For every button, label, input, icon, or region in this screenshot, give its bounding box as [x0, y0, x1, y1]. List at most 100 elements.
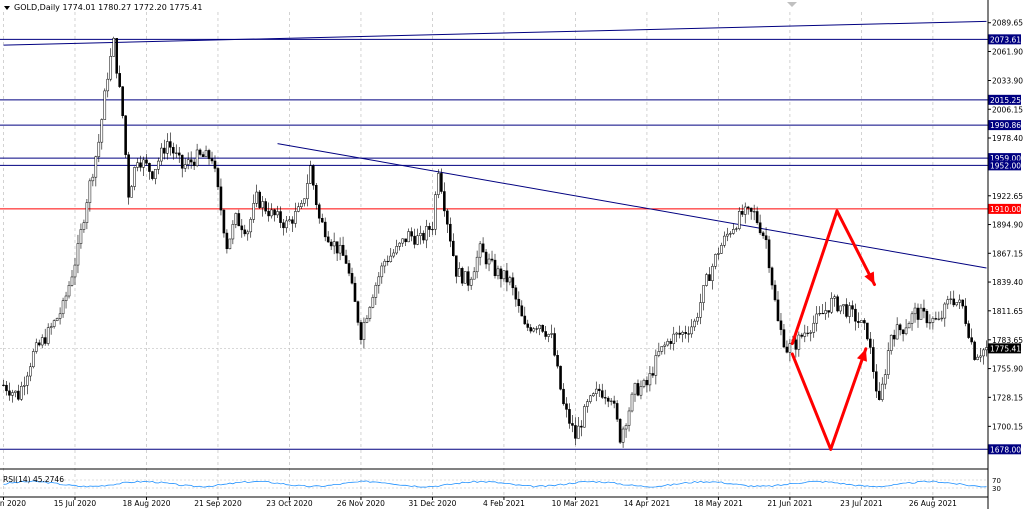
candle-body [142, 159, 145, 168]
candle-body [842, 304, 845, 307]
level-badge-label: 2015.25 [990, 96, 1021, 105]
y-tick-label: 1839.40 [992, 278, 1023, 287]
header-dropdown-icon[interactable] [4, 6, 10, 10]
candle-body [136, 162, 139, 168]
candle-body [225, 232, 229, 250]
candle-body [386, 260, 390, 263]
candle-body [154, 168, 157, 179]
candle-body [833, 296, 836, 299]
candle-body [541, 324, 544, 332]
ohlc-label: 1774.01 1780.27 1772.20 1775.41 [62, 3, 203, 12]
candle-body [481, 243, 485, 253]
candle-body [708, 274, 711, 281]
candle-body [454, 255, 458, 277]
chart-header: GOLD,Daily 1774.01 1780.27 1772.20 1775.… [14, 3, 202, 12]
candle-body [419, 232, 422, 237]
forecast-arrow-line [829, 347, 868, 451]
candle-body [258, 191, 261, 208]
candle-body [169, 141, 172, 148]
candle-body [255, 191, 258, 204]
candle-body [502, 270, 506, 280]
candle-body [702, 285, 705, 303]
candle-body [660, 346, 664, 352]
candle-body [592, 393, 595, 397]
candle-body [910, 313, 914, 324]
candle-body [511, 277, 515, 289]
candles [2, 36, 988, 448]
candle-body [17, 390, 20, 400]
candle-body [291, 219, 294, 224]
candle-body [869, 338, 872, 348]
candle-body [594, 388, 598, 394]
candle-body [815, 313, 819, 324]
candle-body [332, 241, 336, 247]
forecast-arrow-line [790, 209, 839, 346]
candle-body [851, 305, 854, 310]
candle-body [490, 258, 494, 261]
candle-body [499, 268, 503, 280]
candle-body [204, 150, 208, 157]
candle-body [475, 256, 479, 273]
candle-body [443, 191, 446, 212]
level-badge [988, 120, 1021, 131]
candle-body [961, 299, 964, 307]
candle-body [785, 346, 789, 353]
candle-body [782, 329, 786, 348]
candle-body [562, 388, 565, 405]
candle-body [857, 321, 860, 323]
level-badge [988, 444, 1021, 455]
candle-body [794, 339, 798, 350]
candle-body [106, 78, 110, 92]
candle-body [863, 320, 866, 324]
candle-body [267, 210, 270, 217]
candle-body [282, 222, 285, 229]
candle-body [565, 403, 568, 410]
candle-body [559, 365, 562, 390]
x-tick-label: 10 Mar 2021 [552, 499, 600, 508]
candle-body [979, 355, 982, 358]
candle-body [466, 271, 470, 286]
candle-body [824, 310, 827, 314]
candle-body [425, 226, 428, 241]
candle-body [550, 333, 553, 335]
y-tick-label: 2061.90 [992, 47, 1023, 56]
candle-body [723, 235, 726, 246]
candle-body [335, 241, 339, 254]
y-tick-label: 1811.65 [992, 307, 1023, 316]
candle-body [943, 303, 947, 319]
candle-body [889, 334, 893, 351]
x-tick-label: 26 Nov 2020 [337, 499, 385, 508]
candle-body [183, 164, 187, 169]
candle-body [273, 209, 276, 216]
x-tick-label: 26 Aug 2021 [909, 499, 957, 508]
candle-body [49, 326, 53, 328]
candle-body [684, 332, 687, 334]
candle-body [627, 410, 631, 426]
forecast-arrowhead [856, 348, 867, 362]
candle-body [371, 297, 375, 308]
candle-body [73, 264, 77, 278]
candle-body [830, 297, 833, 313]
y-tick-label: 1755.90 [992, 365, 1023, 374]
candle-body [180, 154, 184, 169]
candle-body [37, 342, 41, 346]
candle-body [875, 371, 878, 392]
candle-body [669, 341, 673, 344]
candle-body [186, 159, 190, 165]
x-tick-label: 18 Aug 2020 [122, 499, 170, 508]
trendlines [3, 20, 987, 269]
candle-body [755, 211, 759, 223]
current-price-label: 1775.41 [990, 344, 1021, 353]
symbol-label: GOLD,Daily [14, 3, 60, 12]
upper-trendline [3, 20, 987, 46]
candle-body [609, 400, 613, 402]
candle-body [311, 165, 315, 186]
x-tick-label: 31 Dec 2020 [408, 499, 456, 508]
rsi-level-label: 30 [992, 485, 1001, 493]
candle-body [300, 203, 303, 207]
candle-body [29, 366, 32, 377]
candle-body [505, 270, 509, 283]
candle-body [130, 186, 133, 198]
candle-body [797, 334, 801, 350]
